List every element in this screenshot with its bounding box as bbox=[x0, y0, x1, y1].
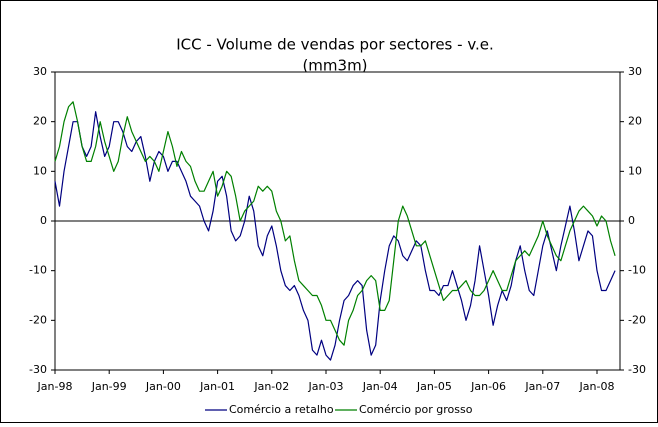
legend-label: Comércio por grosso bbox=[359, 403, 473, 416]
series-line bbox=[54, 101, 616, 346]
y2-tick-label: -10 bbox=[628, 264, 646, 277]
y2-tick-label: 10 bbox=[628, 164, 642, 177]
x-tick-label: Jan-02 bbox=[253, 380, 289, 393]
x-tick-label: Jan-98 bbox=[37, 380, 73, 393]
x-tick-label: Jan-06 bbox=[470, 380, 506, 393]
x-tick-label: Jan-08 bbox=[579, 380, 615, 393]
y-tick-label: 30 bbox=[33, 65, 47, 78]
y2-tick-label: -30 bbox=[628, 363, 646, 376]
y2-tick-label: -20 bbox=[628, 313, 646, 326]
y-tick-label: 0 bbox=[40, 214, 47, 227]
y-tick-label: 10 bbox=[33, 164, 47, 177]
y-tick-label: -20 bbox=[29, 313, 47, 326]
y2-tick-label: 30 bbox=[628, 65, 642, 78]
x-tick-label: Jan-05 bbox=[416, 380, 452, 393]
x-tick-label: Jan-00 bbox=[145, 380, 181, 393]
x-tick-label: Jan-03 bbox=[308, 380, 344, 393]
chart-title: ICC - Volume de vendas por sectores - v.… bbox=[176, 36, 494, 54]
legend-label: Comércio a retalho bbox=[229, 403, 334, 416]
y-tick-label: 20 bbox=[33, 115, 47, 128]
x-tick-label: Jan-99 bbox=[91, 380, 127, 393]
chart-subtitle: (mm3m) bbox=[302, 57, 367, 75]
y2-tick-label: 0 bbox=[628, 214, 635, 227]
y-tick-label: -10 bbox=[29, 264, 47, 277]
x-tick-label: Jan-01 bbox=[199, 380, 235, 393]
x-tick-label: Jan-07 bbox=[524, 380, 560, 393]
x-tick-label: Jan-04 bbox=[362, 380, 398, 393]
y-tick-label: -30 bbox=[29, 363, 47, 376]
y2-tick-label: 20 bbox=[628, 115, 642, 128]
